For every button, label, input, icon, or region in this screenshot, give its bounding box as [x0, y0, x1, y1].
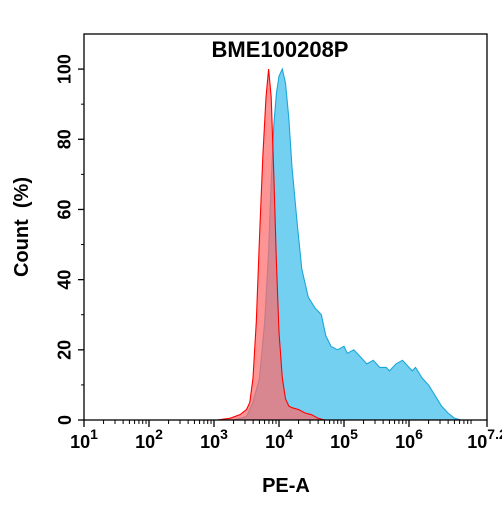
plot-frame — [83, 33, 488, 421]
x-tick-label: 104 — [265, 426, 293, 452]
series-0-area — [217, 69, 325, 421]
x-tick-label: 102 — [135, 426, 163, 452]
x-tick-label: 107.2 — [467, 426, 502, 452]
series-1-area — [233, 67, 462, 421]
x-axis: 101 102 103 104 105 106 107.2 — [70, 420, 502, 452]
chart-title: BME100208P — [212, 37, 349, 62]
y-tick-label: 100 — [55, 54, 75, 84]
y-tick-label: 80 — [55, 129, 75, 149]
y-tick-label: 60 — [55, 199, 75, 219]
y-axis-label: Count (%) — [11, 177, 33, 277]
y-tick-label: 20 — [55, 340, 75, 360]
x-tick-label: 105 — [330, 426, 358, 452]
x-axis-label: PE-A — [262, 475, 310, 497]
y-axis: 0 20 40 60 80 100 — [55, 54, 84, 425]
x-tick-label: 103 — [200, 426, 228, 452]
y-tick-label: 0 — [55, 415, 75, 425]
x-tick-label: 106 — [395, 426, 423, 452]
y-tick-label: 40 — [55, 270, 75, 290]
x-tick-label: 101 — [70, 426, 98, 452]
series-layer — [217, 67, 462, 421]
